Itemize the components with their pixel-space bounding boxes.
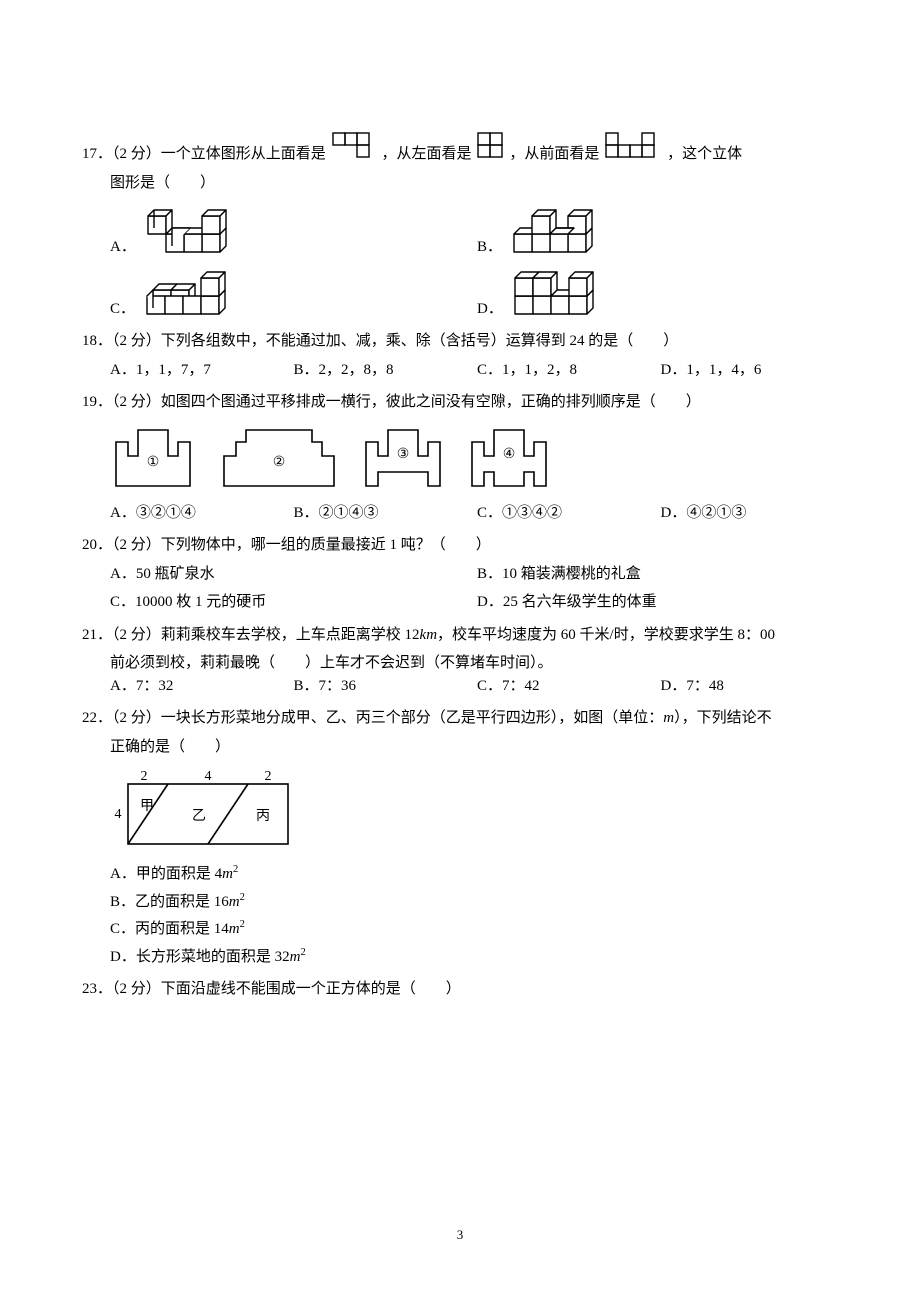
q19-circled-4: ④ bbox=[503, 447, 516, 462]
page-number: 3 bbox=[0, 1225, 920, 1245]
q18-option-b[interactable]: B．2，2，8，8 bbox=[294, 359, 478, 382]
q18-option-c[interactable]: C．1，1，2，8 bbox=[477, 359, 661, 382]
q23-stem: 23．（2 分）下面沿虚线不能围成一个正方体的是（ ） bbox=[82, 978, 844, 1001]
q17-number: 17． bbox=[82, 146, 112, 162]
svg-text:丙: 丙 bbox=[256, 809, 270, 824]
q22-option-b[interactable]: B．乙的面积是 16m2 bbox=[110, 890, 844, 914]
q22-option-c[interactable]: C．丙的面积是 14m2 bbox=[110, 917, 844, 941]
q19-option-a[interactable]: A．③②①④ bbox=[110, 502, 294, 525]
q20-stem: 20．（2 分）下列物体中，哪一组的质量最接近 1 吨？（ ） bbox=[82, 534, 844, 557]
q20-option-c[interactable]: C．10000 枚 1 元的硬币 bbox=[110, 591, 477, 614]
q22-stem-line2: 正确的是（ ） bbox=[110, 736, 844, 759]
q19-figure-row: ① ② ③ ④ bbox=[110, 422, 844, 494]
svg-text:2: 2 bbox=[265, 769, 272, 784]
q17-b-figure bbox=[508, 202, 618, 258]
q19-option-b[interactable]: B．②①④③ bbox=[294, 502, 478, 525]
svg-text:2: 2 bbox=[141, 769, 148, 784]
question-22: 22．（2 分）一块长方形菜地分成甲、乙、丙三个部分（乙是平行四边形），如图（单… bbox=[82, 707, 844, 968]
q17-option-c[interactable]: C． bbox=[110, 264, 477, 320]
q21-option-d[interactable]: D．7：48 bbox=[661, 675, 845, 698]
q17-option-b[interactable]: B． bbox=[477, 202, 844, 258]
q18-option-d[interactable]: D．1，1，4，6 bbox=[661, 359, 845, 382]
question-21: 21．（2 分）莉莉乘校车去学校，上车点距离学校 12km，校车平均速度为 60… bbox=[82, 624, 844, 698]
question-23: 23．（2 分）下面沿虚线不能围成一个正方体的是（ ） bbox=[82, 978, 844, 1001]
q19-option-d[interactable]: D．④②①③ bbox=[661, 502, 845, 525]
question-18: 18．（2 分）下列各组数中，不能通过加、减，乘、除（含括号）运算得到 24 的… bbox=[82, 330, 844, 381]
question-20: 20．（2 分）下列物体中，哪一组的质量最接近 1 吨？（ ） A．50 瓶矿泉… bbox=[82, 534, 844, 614]
q17-a-figure bbox=[142, 202, 252, 258]
q22-stem: 22．（2 分）一块长方形菜地分成甲、乙、丙三个部分（乙是平行四边形），如图（单… bbox=[82, 707, 844, 730]
q17-d-figure bbox=[509, 264, 619, 320]
q18-stem: 18．（2 分）下列各组数中，不能通过加、减，乘、除（含括号）运算得到 24 的… bbox=[82, 330, 844, 353]
q17-stem: 17．（2 分）一个立体图形从上面看是 ，从左面看是 ，从前面看是 bbox=[82, 132, 844, 166]
q17-c-figure bbox=[141, 264, 251, 320]
q20-option-a[interactable]: A．50 瓶矿泉水 bbox=[110, 563, 477, 586]
q18-option-a[interactable]: A．1，1，7，7 bbox=[110, 359, 294, 382]
q21-option-b[interactable]: B．7：36 bbox=[294, 675, 478, 698]
q22-option-d[interactable]: D．长方形菜地的面积是 32m2 bbox=[110, 945, 844, 969]
svg-text:乙: 乙 bbox=[192, 808, 206, 824]
question-19: 19．（2 分）如图四个图通过平移排成一横行，彼此之间没有空隙，正确的排列顺序是… bbox=[82, 391, 844, 524]
q17-front-view-icon bbox=[605, 132, 665, 162]
svg-text:4: 4 bbox=[115, 807, 122, 822]
svg-text:4: 4 bbox=[205, 769, 212, 784]
q19-circled-3: ③ bbox=[397, 447, 410, 462]
q21-stem: 21．（2 分）莉莉乘校车去学校，上车点距离学校 12km，校车平均速度为 60… bbox=[82, 624, 844, 647]
question-17: 17．（2 分）一个立体图形从上面看是 ，从左面看是 ，从前面看是 bbox=[82, 132, 844, 320]
q19-stem: 19．（2 分）如图四个图通过平移排成一横行，彼此之间没有空隙，正确的排列顺序是… bbox=[82, 391, 844, 414]
q19-circled-2: ② bbox=[273, 455, 286, 470]
q19-circled-1: ① bbox=[147, 455, 160, 470]
svg-text:甲: 甲 bbox=[140, 799, 154, 814]
q20-option-b[interactable]: B．10 箱装满樱桃的礼盒 bbox=[477, 563, 844, 586]
q17-top-view-icon bbox=[332, 132, 380, 162]
q20-option-d[interactable]: D．25 名六年级学生的体重 bbox=[477, 591, 844, 614]
q21-stem-line2: 前必须到校，莉莉最晚（ ）上车才不会迟到（不算堵车时间）。 bbox=[110, 652, 844, 675]
q17-stem-line2: 图形是（ ） bbox=[110, 172, 844, 195]
q17-option-d[interactable]: D． bbox=[477, 264, 844, 320]
q19-option-c[interactable]: C．①③④② bbox=[477, 502, 661, 525]
q22-option-a[interactable]: A．甲的面积是 4m2 bbox=[110, 862, 844, 886]
q17-option-a[interactable]: A． bbox=[110, 202, 477, 258]
q22-figure: 2 4 2 4 甲 乙 丙 bbox=[110, 764, 844, 854]
exam-page: 17．（2 分）一个立体图形从上面看是 ，从左面看是 ，从前面看是 bbox=[0, 0, 920, 1302]
q17-left-view-icon bbox=[477, 132, 507, 162]
q21-option-c[interactable]: C．7：42 bbox=[477, 675, 661, 698]
q21-option-a[interactable]: A．7：32 bbox=[110, 675, 294, 698]
